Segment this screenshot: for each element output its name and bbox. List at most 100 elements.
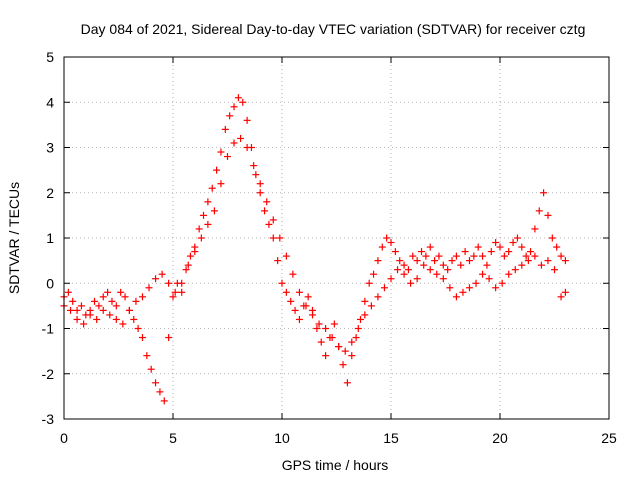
data-point: [217, 148, 225, 156]
data-point: [134, 325, 142, 332]
data-point: [125, 306, 133, 314]
data-point: [302, 302, 310, 310]
data-point: [418, 248, 426, 256]
data-point: [524, 257, 532, 265]
data-point: [365, 279, 373, 287]
data-point: [322, 352, 330, 360]
data-point: [474, 243, 482, 251]
data-point: [374, 293, 382, 301]
y-tick-label: -2: [42, 366, 55, 382]
data-marks: [60, 94, 569, 405]
data-point: [104, 288, 112, 296]
data-point: [195, 225, 203, 233]
data-point: [210, 207, 218, 215]
data-point: [178, 288, 186, 296]
data-point: [213, 166, 221, 174]
data-point: [553, 243, 561, 251]
data-point: [387, 239, 395, 247]
data-point: [282, 252, 290, 260]
data-point: [544, 211, 552, 219]
y-tick-label: 0: [46, 275, 54, 291]
data-point: [252, 171, 260, 179]
data-point: [200, 211, 208, 219]
data-point: [108, 297, 116, 305]
data-point: [282, 288, 290, 296]
x-tick-label: 10: [274, 430, 290, 446]
grid-lines: [64, 57, 609, 419]
data-point: [221, 125, 229, 133]
data-point: [145, 284, 153, 292]
data-point: [496, 243, 504, 251]
data-point: [394, 266, 402, 274]
data-point: [498, 279, 506, 287]
data-point: [138, 293, 146, 301]
data-point: [230, 139, 238, 147]
data-point: [522, 252, 530, 260]
data-point: [99, 306, 107, 314]
data-point: [130, 315, 138, 323]
data-point: [509, 239, 517, 247]
data-point: [356, 315, 364, 323]
data-point: [500, 252, 508, 260]
data-point: [291, 306, 299, 314]
data-point: [407, 279, 415, 287]
chart-title: Day 084 of 2021, Sidereal Day-to-day VTE…: [81, 21, 586, 37]
data-point: [237, 134, 245, 142]
data-point: [152, 379, 160, 387]
data-point: [156, 388, 164, 396]
data-point: [374, 257, 382, 265]
data-point: [208, 184, 216, 192]
x-tick-label: 25: [601, 430, 617, 446]
data-point: [557, 293, 565, 301]
y-tick-label: 2: [46, 185, 54, 201]
data-point: [152, 275, 160, 283]
x-tick-label: 5: [169, 430, 177, 446]
data-point: [548, 234, 556, 242]
data-point: [289, 270, 297, 278]
y-tick-label: 5: [46, 49, 54, 65]
data-point: [540, 189, 548, 197]
data-point: [341, 347, 349, 355]
data-point: [452, 293, 460, 301]
data-point: [448, 257, 456, 265]
data-point: [287, 297, 295, 305]
y-tick-label: 1: [46, 230, 54, 246]
data-point: [492, 284, 500, 292]
data-point: [459, 288, 467, 296]
data-point: [191, 248, 199, 256]
data-point: [165, 279, 173, 287]
data-point: [117, 288, 125, 296]
data-point: [439, 261, 447, 269]
data-point: [400, 261, 408, 269]
data-point: [404, 266, 412, 274]
data-point: [178, 279, 186, 287]
data-point: [256, 189, 264, 197]
data-point: [147, 365, 155, 373]
data-point: [561, 257, 569, 265]
data-point: [112, 302, 120, 310]
data-point: [91, 297, 99, 305]
data-point: [269, 216, 277, 224]
data-point: [396, 257, 404, 265]
data-point: [243, 116, 251, 124]
data-point: [158, 270, 166, 278]
data-point: [138, 334, 146, 342]
data-point: [315, 320, 323, 328]
data-point: [378, 243, 386, 251]
data-point: [186, 252, 194, 260]
x-axis-label: GPS time / hours: [282, 457, 389, 473]
data-point: [354, 325, 362, 332]
data-point: [263, 198, 271, 206]
data-point: [169, 293, 177, 301]
data-point: [73, 306, 81, 314]
data-point: [348, 352, 356, 360]
data-point: [322, 325, 330, 332]
data-point: [330, 320, 338, 328]
data-point: [80, 320, 88, 328]
data-point: [400, 270, 408, 278]
data-point: [230, 103, 238, 111]
data-point: [435, 252, 443, 260]
data-point: [431, 257, 439, 265]
data-point: [446, 284, 454, 292]
